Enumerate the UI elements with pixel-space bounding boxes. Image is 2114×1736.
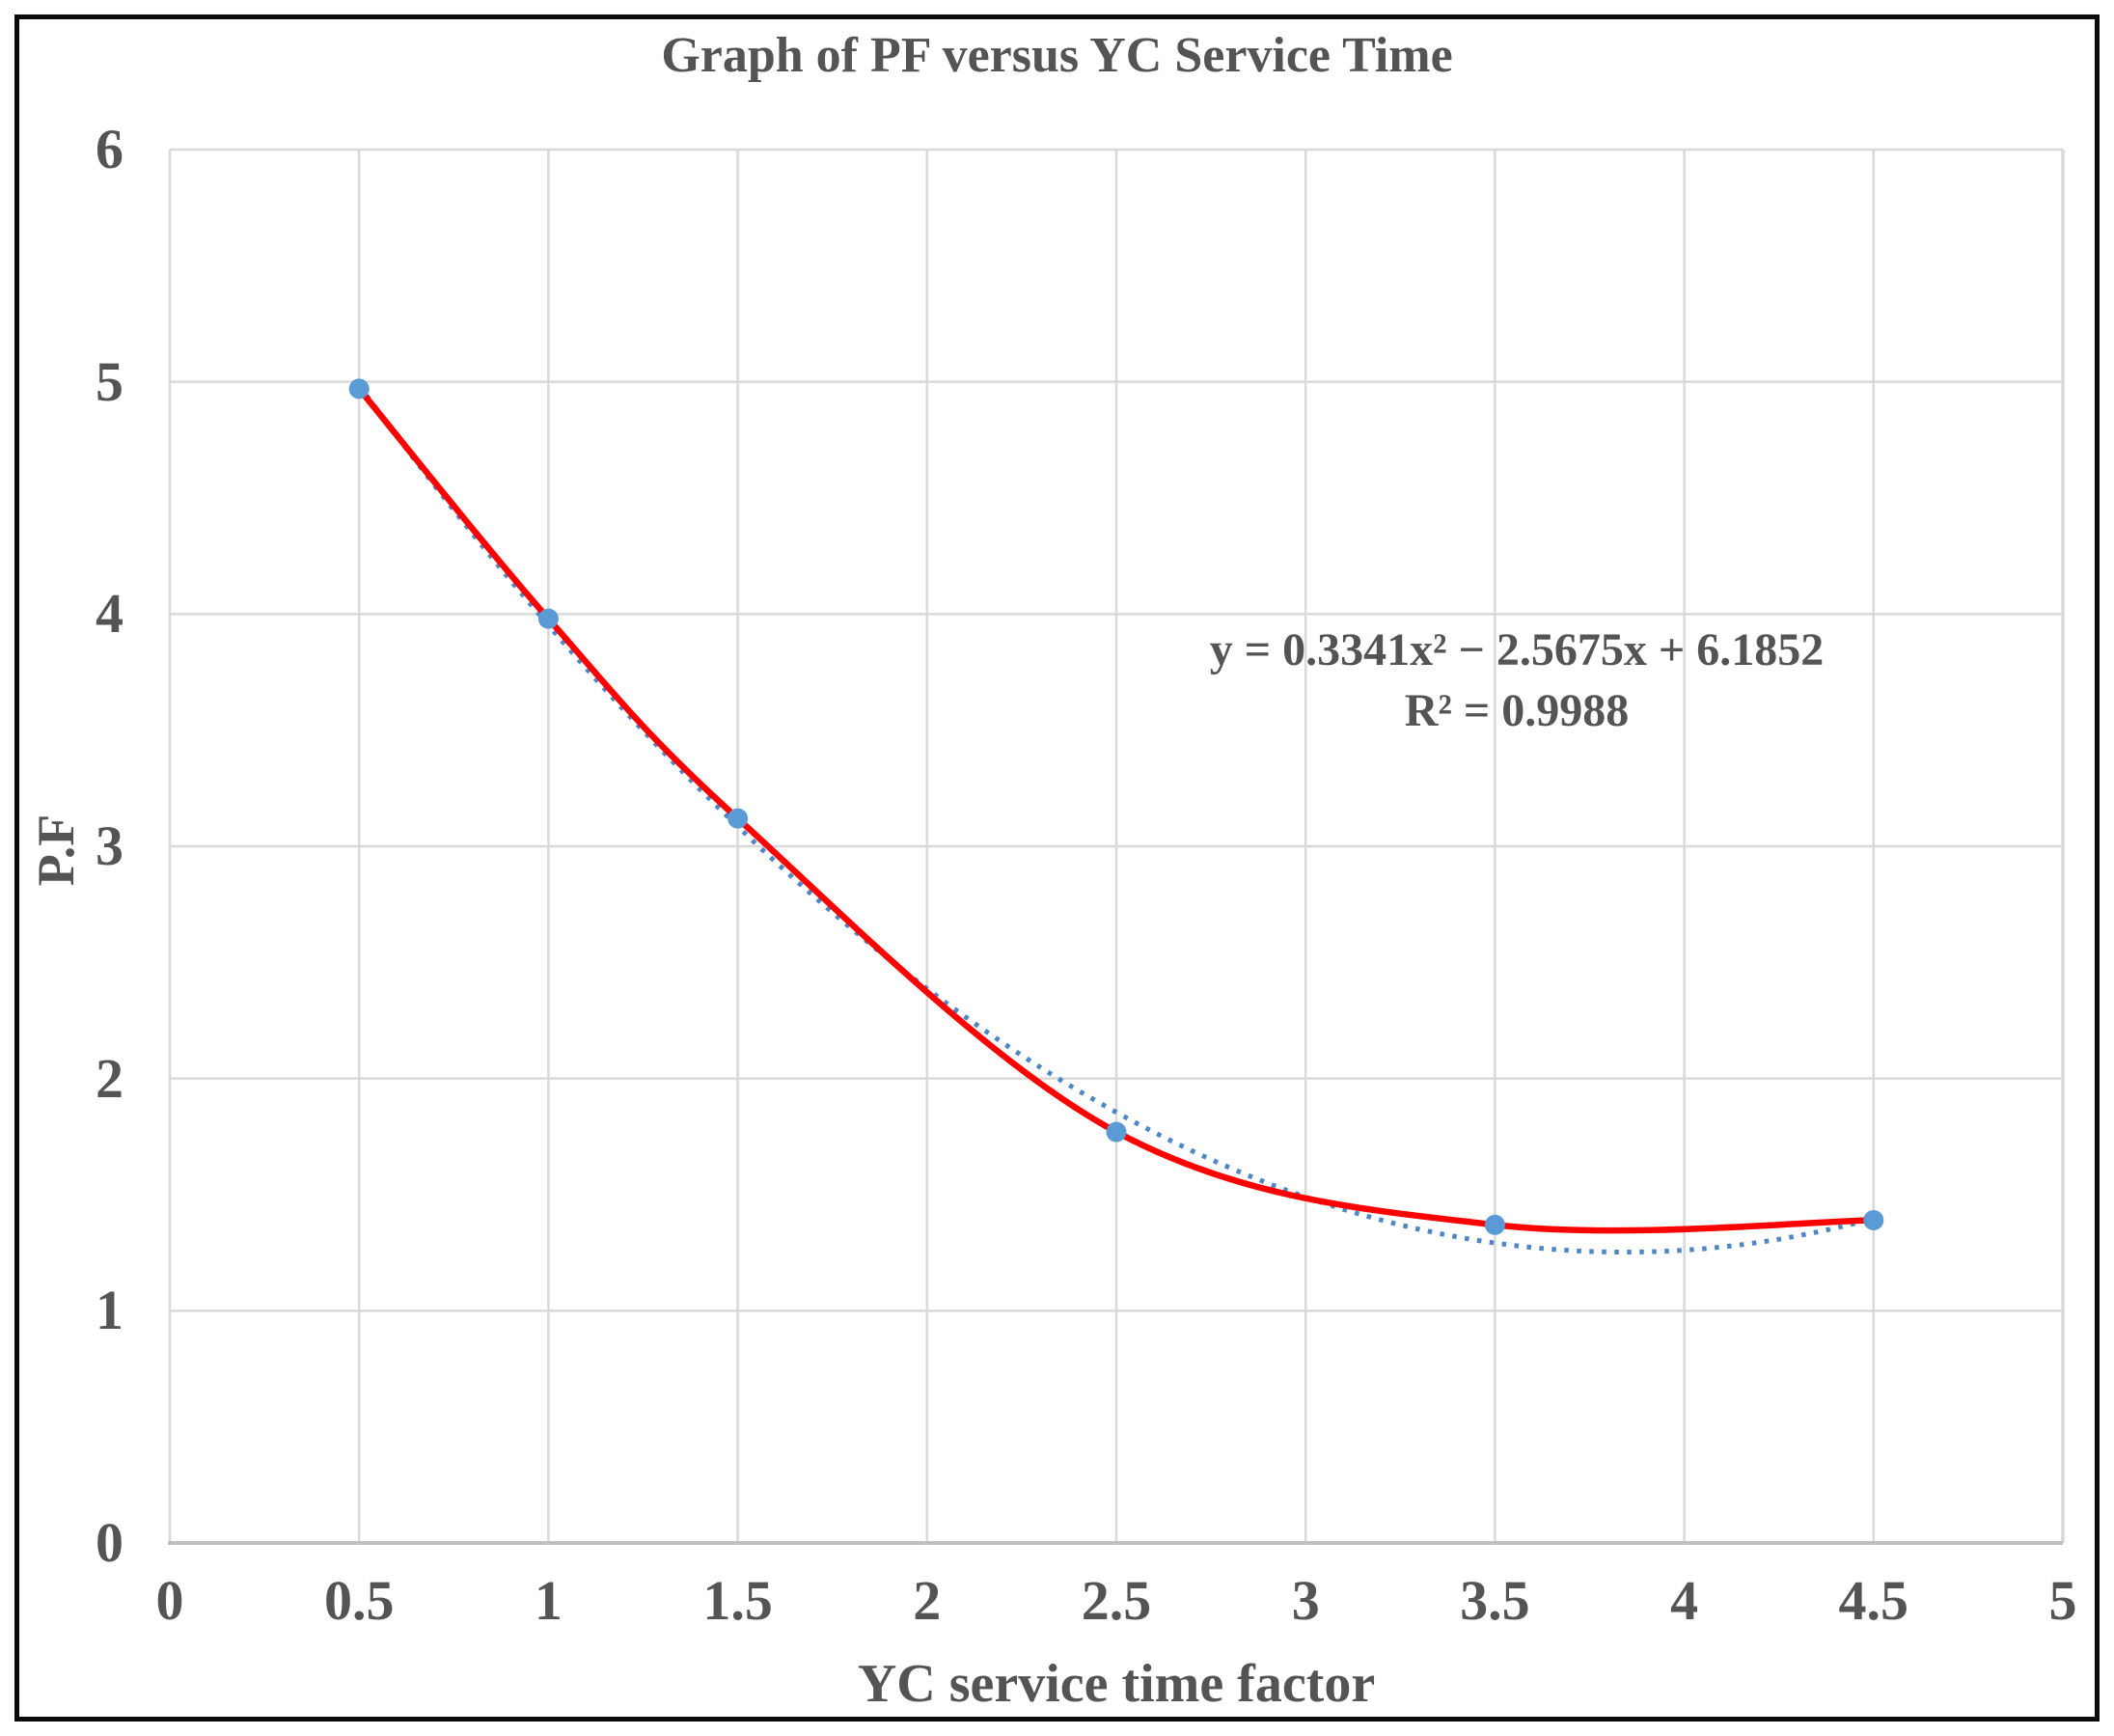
x-tick-label: 0.5 [323,1569,395,1632]
x-axis-title: YC service time factor [857,1654,1376,1714]
y-tick-label: 3 [96,814,124,877]
trendline-equation-annotation: y = 0.3341x² − 2.5675x + 6.1852 R² = 0.9… [996,620,2038,741]
data-point-marker [1484,1214,1505,1235]
y-tick-label: 5 [96,349,124,413]
y-tick-label: 2 [96,1046,124,1110]
data-point-marker [1863,1209,1884,1230]
y-tick-label: 1 [96,1279,124,1342]
x-tick-label: 2 [913,1569,942,1632]
x-tick-label: 4.5 [1838,1569,1909,1632]
y-tick-label: 6 [96,118,124,180]
r-squared-text: R² = 0.9988 [1404,685,1630,736]
x-tick-label: 2.5 [1081,1569,1152,1632]
x-tick-label: 5 [2048,1569,2077,1632]
chart-title: Graph of PF versus YC Service Time [661,28,1453,83]
y-tick-label: 0 [96,1511,124,1574]
trendline-dotted-curve [357,383,1875,1255]
series-smooth-line [355,385,1878,1234]
y-tick-label: 4 [96,582,124,646]
x-tick-label: 4 [1670,1569,1699,1632]
x-tick-label: 3.5 [1460,1569,1530,1632]
data-point-marker [1106,1121,1127,1143]
x-tick-label: 1.5 [702,1569,773,1632]
x-tick-label: 1 [534,1569,563,1632]
x-tick-label: 0 [155,1569,184,1632]
trendline-equation-text: y = 0.3341x² − 2.5675x + 6.1852 [1209,624,1825,675]
data-point-marker [728,808,749,829]
data-point-marker [537,608,559,629]
x-tick-label: 3 [1291,1569,1320,1632]
data-point-marker [348,378,370,400]
